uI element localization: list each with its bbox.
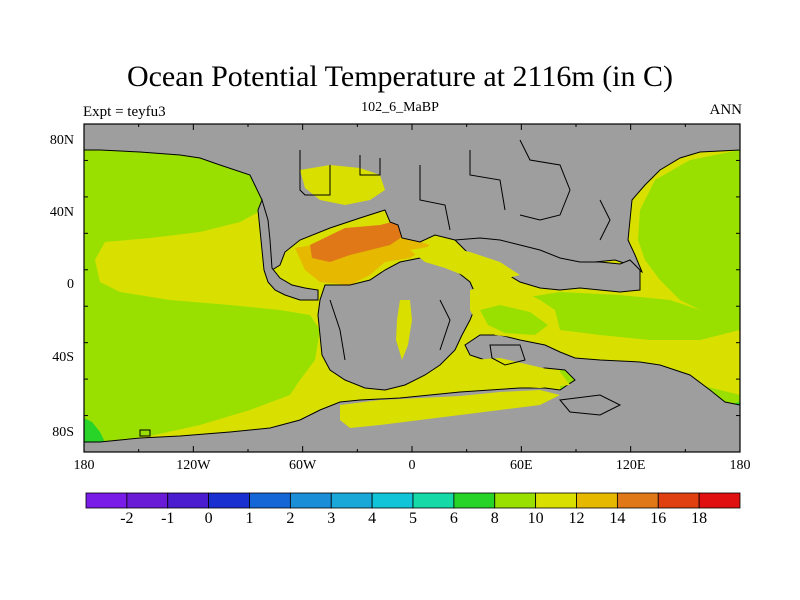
- colorbar-swatch: [249, 492, 291, 509]
- indian-green-inner: [480, 305, 548, 335]
- colorbar-swatch: [494, 492, 537, 509]
- y-tick-label: 40N: [49, 205, 74, 220]
- colorbar-label: -1: [161, 510, 175, 527]
- colorbar-label: 0: [204, 510, 213, 527]
- sw-green-corner: [84, 418, 105, 442]
- colorbar-swatch: [330, 492, 373, 509]
- experiment-label: Expt = teyfu3: [83, 104, 166, 120]
- colorbar-label: 10: [527, 510, 544, 527]
- colorbar-label: 3: [327, 510, 336, 527]
- map-fill: [84, 124, 740, 452]
- colorbar-label: -2: [120, 510, 134, 527]
- colorbar-label: 6: [449, 510, 458, 527]
- southern-yellow: [340, 390, 560, 428]
- colorbar-label: 8: [490, 510, 499, 527]
- tethys-yellow: [410, 245, 520, 280]
- colorbar-swatch: [289, 492, 332, 509]
- x-tick-label: 180: [729, 458, 751, 473]
- colorbar-swatch: [576, 492, 618, 509]
- colorbar-swatch: [126, 492, 169, 509]
- colorbar: [85, 492, 741, 509]
- colorbar-swatch: [412, 492, 455, 509]
- colorbar-swatch: [657, 492, 700, 509]
- colorbar-swatch: [698, 492, 741, 509]
- x-tick-label: 60E: [510, 458, 533, 473]
- colorbar-swatch: [453, 492, 496, 509]
- x-tick-label: 0: [408, 458, 416, 473]
- pacific-green-west: [84, 150, 320, 442]
- colorbar-label: 16: [650, 510, 667, 527]
- y-tick-label: 80S: [52, 425, 74, 440]
- colorbar-swatch: [85, 492, 128, 509]
- land-masses: [84, 124, 740, 452]
- colorbar-label: 12: [568, 510, 585, 527]
- colorbar-swatch: [616, 492, 659, 509]
- colorbar-swatch: [535, 492, 577, 509]
- indian-green-band: [510, 292, 740, 340]
- colorbar-label: 1: [245, 510, 254, 527]
- colorbar-swatch: [208, 492, 250, 509]
- colorbar-label: 2: [286, 510, 295, 527]
- x-tick-label: 120E: [615, 458, 646, 473]
- colorbar-label: 4: [368, 510, 377, 527]
- colorbar-label: 5: [409, 510, 417, 527]
- mid-yellow: [470, 358, 570, 388]
- tethys-red: [310, 220, 405, 262]
- period-label: 102_6_MaBP: [361, 100, 439, 115]
- x-tick-label: 60W: [289, 458, 317, 473]
- colorbar-swatch: [371, 492, 414, 509]
- pacific-green-east: [638, 150, 740, 320]
- colorbar-label: 18: [691, 510, 708, 527]
- land-outline-details: [139, 139, 622, 437]
- plot-title: Ocean Potential Temperature at 2116m (in…: [126, 60, 674, 93]
- colorbar-swatch: [167, 492, 210, 509]
- y-tick-label: 0: [67, 277, 74, 292]
- y-tick-label: 80N: [49, 133, 74, 148]
- season-label: ANN: [709, 102, 743, 118]
- colorbar-label: 14: [609, 510, 626, 527]
- x-tick-label: 180: [73, 458, 95, 473]
- central-inlet: [396, 300, 412, 360]
- y-tick-label: 40S: [52, 350, 74, 365]
- tick-marks: [83, 123, 741, 453]
- x-tick-label: 120W: [176, 458, 211, 473]
